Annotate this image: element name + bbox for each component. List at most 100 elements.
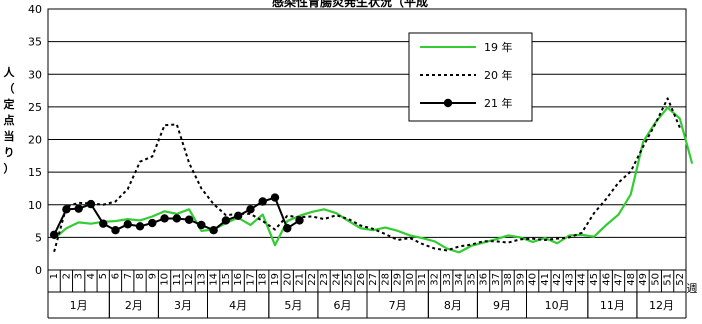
- x-tick-label: 49: [638, 273, 649, 286]
- x-tick-label: 7: [123, 273, 134, 279]
- legend-label: 21 年: [484, 96, 513, 110]
- data-point: [62, 205, 71, 214]
- data-point: [99, 219, 108, 228]
- x-tick-label: 40: [528, 273, 539, 286]
- month-label: 3月: [174, 299, 192, 312]
- x-tick-label: 44: [577, 273, 588, 286]
- x-tick-label: 42: [552, 273, 563, 286]
- x-tick-label: 22: [307, 273, 318, 286]
- y-axis-label-char: り: [4, 146, 15, 159]
- x-tick-label: 45: [589, 273, 600, 286]
- legend-marker: [443, 98, 453, 108]
- series-lines: [49, 97, 694, 254]
- x-tick-label: 29: [393, 273, 404, 286]
- legend: 19 年 20 年 21 年: [408, 32, 533, 122]
- y-axis-label-char: ）: [4, 162, 15, 175]
- data-point: [258, 197, 267, 206]
- data-point: [283, 224, 292, 233]
- data-point: [197, 220, 206, 230]
- y-tick-label: 10: [28, 199, 42, 212]
- data-point: [111, 225, 120, 235]
- x-tick-label: 9: [147, 273, 158, 279]
- data-point: [49, 230, 59, 239]
- x-tick-label: 18: [258, 273, 269, 286]
- x-tick-label: 47: [614, 273, 625, 286]
- grid: [47, 8, 687, 271]
- x-tick-label: 12: [184, 273, 195, 286]
- x-tick-label: 10: [160, 273, 171, 286]
- x-tick-label: 5: [98, 273, 109, 279]
- x-tick-label: 33: [442, 273, 453, 286]
- x-tick-label: 8: [135, 273, 146, 279]
- month-label: 10月: [545, 299, 570, 312]
- x-tick-label: 35: [466, 273, 477, 286]
- y-tick-label: 0: [35, 264, 42, 277]
- y-tick-label: 15: [28, 166, 42, 179]
- chart-title: 感染性胃腸炎発生状況（平成: [272, 0, 428, 9]
- x-tick-label: 51: [663, 273, 674, 286]
- x-tick-label: 1: [49, 273, 60, 279]
- data-point: [270, 193, 280, 202]
- y-axis-label-char: 点: [4, 113, 15, 127]
- y-tick-label: 35: [28, 36, 42, 49]
- x-axis-ticks: 1 2 3 4 5 6 7 8 9 10 11 12 13 14 15 16 17 18 19 20 21 22 23 24 2…: [47, 270, 687, 292]
- x-tick-label: 23: [319, 273, 330, 286]
- y-tick-label: 25: [28, 101, 42, 114]
- x-tick-label: 34: [454, 273, 465, 286]
- data-point: [172, 214, 182, 223]
- x-tick-label: 2: [61, 273, 72, 279]
- x-tick-label: 36: [479, 273, 490, 286]
- month-label: 11月: [600, 299, 625, 312]
- x-tick-label: 39: [515, 273, 526, 286]
- month-label: 2月: [125, 299, 143, 312]
- y-tick-label: 5: [35, 231, 42, 244]
- data-point: [246, 205, 255, 214]
- month-label: 7月: [389, 299, 407, 312]
- month-label: 12月: [649, 299, 674, 312]
- x-tick-label: 32: [429, 273, 440, 286]
- series-line-1: [53, 106, 694, 254]
- x-tick-label: 13: [196, 273, 207, 286]
- x-tick-label: 25: [344, 273, 355, 286]
- data-point: [148, 218, 157, 228]
- x-tick-label: 43: [564, 273, 575, 286]
- y-axis-label-char: （: [4, 82, 15, 95]
- data-point: [209, 225, 218, 235]
- data-point: [135, 222, 145, 231]
- data-point: [233, 211, 243, 221]
- x-axis-label: 週: [687, 282, 698, 295]
- x-tick-label: 20: [282, 273, 293, 286]
- month-label: 1月: [70, 299, 88, 312]
- data-point: [184, 215, 194, 224]
- x-tick-label: 52: [675, 273, 686, 286]
- y-axis-label-char: 人: [4, 65, 16, 79]
- x-tick-label: 37: [491, 273, 502, 286]
- x-tick-label: 14: [209, 273, 220, 286]
- x-tick-label: 38: [503, 273, 514, 286]
- x-tick-label: 48: [626, 273, 637, 286]
- x-tick-label: 19: [270, 273, 281, 286]
- x-tick-label: 28: [380, 273, 391, 286]
- x-tick-label: 41: [540, 273, 551, 286]
- month-label: 6月: [333, 299, 351, 312]
- data-point: [295, 216, 304, 225]
- x-tick-label: 15: [221, 273, 232, 286]
- month-labels: 1月 2月 3月 4月 5月 6月 7月 8月 9月 10月 11月 12月: [47, 291, 687, 319]
- x-tick-label: 4: [86, 273, 97, 279]
- month-label: 4月: [229, 299, 247, 312]
- x-tick-label: 30: [405, 273, 416, 286]
- month-label: 9月: [493, 299, 511, 312]
- x-tick-label: 17: [245, 273, 256, 286]
- data-point: [74, 204, 83, 213]
- y-axis-ticks: 0 5 10 15 20 25 30 35 40: [28, 3, 42, 277]
- x-tick-label: 31: [417, 273, 428, 286]
- data-point: [160, 214, 169, 223]
- y-axis-label-char: 定: [4, 97, 15, 111]
- data-point: [221, 216, 231, 225]
- month-label: 5月: [284, 299, 302, 312]
- x-tick-label: 21: [295, 273, 306, 286]
- legend-label: 20 年: [484, 68, 513, 82]
